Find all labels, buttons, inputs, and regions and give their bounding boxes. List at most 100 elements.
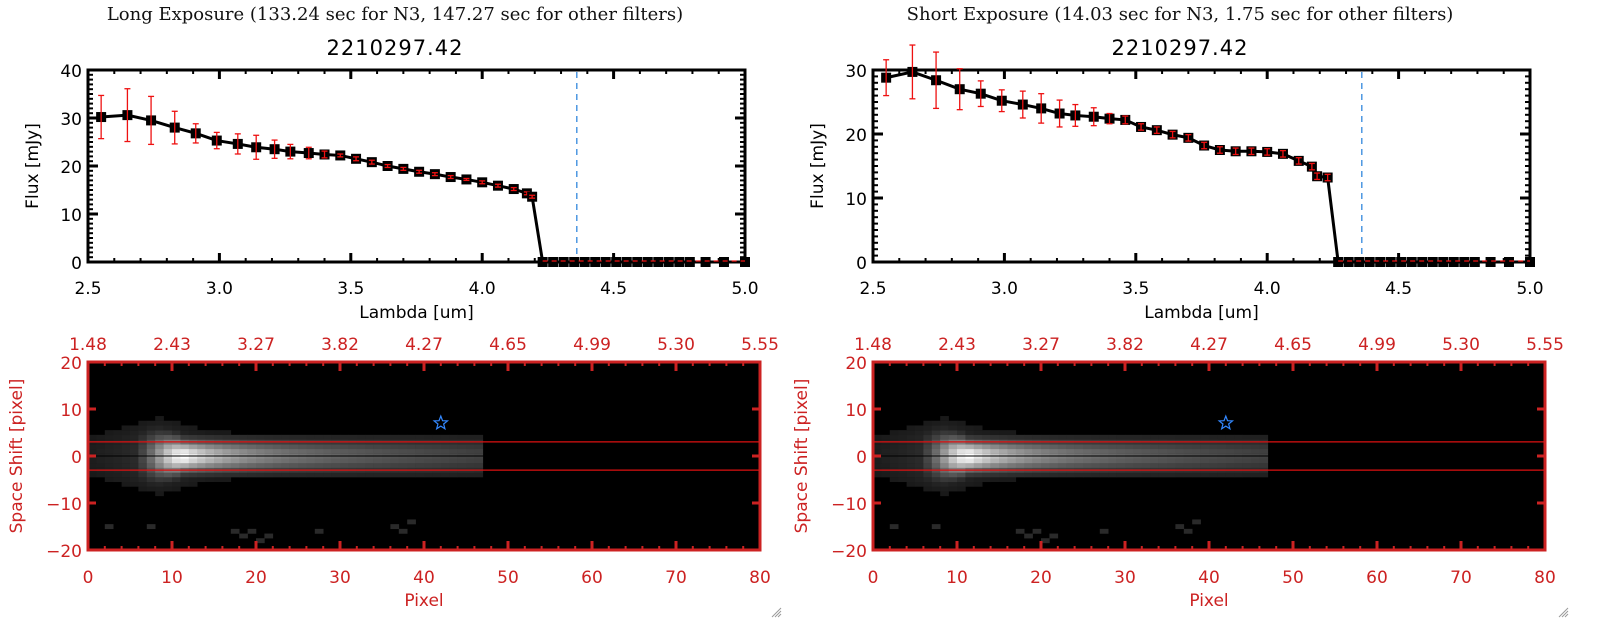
image-pixel xyxy=(889,448,899,454)
image-pixel xyxy=(457,444,467,450)
image-pixel xyxy=(172,430,181,436)
image-pixel xyxy=(1015,528,1025,534)
image-pixel xyxy=(390,458,400,464)
image-pixel xyxy=(1125,463,1134,468)
image-pixel xyxy=(1259,458,1269,464)
image-pixel xyxy=(1167,472,1176,478)
image-pixel xyxy=(1259,472,1269,478)
x-tick-label: 5.0 xyxy=(1516,279,1543,299)
x-tick-label: 4.5 xyxy=(600,279,627,299)
y-tick-label: 20 xyxy=(60,158,82,178)
long-spectrum-chart: 2.5 3.0 3.5 4.0 4.5 5.0 0 10 20 30 40 Lambda [um] Fl… xyxy=(23,62,759,323)
image-pixel xyxy=(1217,434,1227,440)
image-pixel xyxy=(898,434,907,440)
image-pixel xyxy=(121,444,131,450)
image-pixel xyxy=(432,434,442,440)
image-pixel xyxy=(230,458,240,464)
image-pixel xyxy=(1108,444,1117,450)
image-pixel xyxy=(1158,448,1168,454)
image-pixel xyxy=(1041,458,1050,464)
image-pixel xyxy=(1007,477,1017,483)
image-pixel xyxy=(205,434,215,440)
data-point xyxy=(1343,257,1354,267)
image-pixel xyxy=(306,458,316,464)
image-pixel xyxy=(205,444,215,450)
image-pixel xyxy=(1217,458,1227,464)
image-pixel xyxy=(163,463,173,468)
image-pixel xyxy=(1083,448,1092,454)
image-pixel xyxy=(999,477,1008,483)
image-pixel xyxy=(948,448,958,454)
object-id-left: 2210297.42 xyxy=(326,36,464,60)
image-pixel xyxy=(1242,444,1252,450)
error-bar xyxy=(1308,162,1315,171)
image-pixel xyxy=(915,434,924,440)
image-pixel xyxy=(1183,528,1193,534)
image-pixel xyxy=(1242,448,1252,454)
image-pixel xyxy=(1015,448,1025,454)
image-pixel xyxy=(230,528,240,534)
image-pixel xyxy=(230,444,240,450)
image-pixel xyxy=(188,448,198,454)
data-point xyxy=(1438,257,1449,267)
image-pixel xyxy=(898,472,907,478)
image-pixel xyxy=(1251,434,1260,440)
image-pixel xyxy=(281,448,290,454)
image-pixel xyxy=(1024,463,1033,468)
image-pixel xyxy=(1066,448,1075,454)
image-pixel xyxy=(889,458,899,464)
image-pixel xyxy=(1141,448,1151,454)
data-point xyxy=(548,257,559,267)
image-pixel xyxy=(1175,458,1185,464)
image-pixel xyxy=(365,472,374,478)
image-pixel xyxy=(1074,458,1084,464)
image-pixel xyxy=(999,434,1008,440)
image-pixel xyxy=(163,434,173,440)
image-pixel xyxy=(432,472,442,478)
data-point xyxy=(1333,257,1344,267)
image-pixel xyxy=(1116,458,1126,464)
image-pixel xyxy=(247,434,257,440)
x-tick-label: 0 xyxy=(868,568,879,588)
error-bar xyxy=(271,139,278,159)
image-pixel xyxy=(323,434,332,440)
image-pixel xyxy=(1150,458,1159,464)
image-pixel xyxy=(281,458,290,464)
image-pixel xyxy=(923,472,933,478)
image-pixel xyxy=(1133,444,1143,450)
image-pixel xyxy=(873,463,882,468)
resize-grip-icon[interactable] xyxy=(770,606,782,618)
image-pixel xyxy=(1041,444,1050,450)
image-pixel xyxy=(1133,458,1143,464)
image-pixel xyxy=(272,444,282,450)
top-wavelength-label: 2.43 xyxy=(153,335,191,355)
image-pixel xyxy=(1175,434,1185,440)
x-tick-label: 10 xyxy=(946,568,968,588)
image-pixel xyxy=(323,448,332,454)
image-pixel xyxy=(247,528,257,534)
image-pixel xyxy=(264,444,274,450)
right-panel: Short Exposure (14.03 sec for N3, 1.75 s… xyxy=(785,0,1575,630)
image-pixel xyxy=(155,481,164,487)
image-pixel xyxy=(407,444,416,450)
image-pixel xyxy=(121,434,131,440)
image-pixel xyxy=(1150,444,1159,450)
image-pixel xyxy=(940,477,949,483)
x-tick-label: 3.0 xyxy=(206,279,233,299)
data-point xyxy=(621,257,632,267)
image-pixel xyxy=(1209,448,1218,454)
image-pixel xyxy=(340,434,349,440)
image-pixel xyxy=(1251,458,1260,464)
error-bar xyxy=(1072,103,1079,127)
image-pixel xyxy=(440,448,450,454)
resize-grip-icon[interactable] xyxy=(1557,606,1569,618)
image-pixel xyxy=(407,448,416,454)
image-pixel xyxy=(940,425,949,431)
image-pixel xyxy=(348,444,358,450)
image-pixel xyxy=(1167,458,1176,464)
data-point xyxy=(600,257,611,267)
image-pixel xyxy=(889,524,899,530)
image-pixel xyxy=(415,444,425,450)
image-pixel xyxy=(1083,472,1092,478)
image-pixel xyxy=(146,481,156,487)
